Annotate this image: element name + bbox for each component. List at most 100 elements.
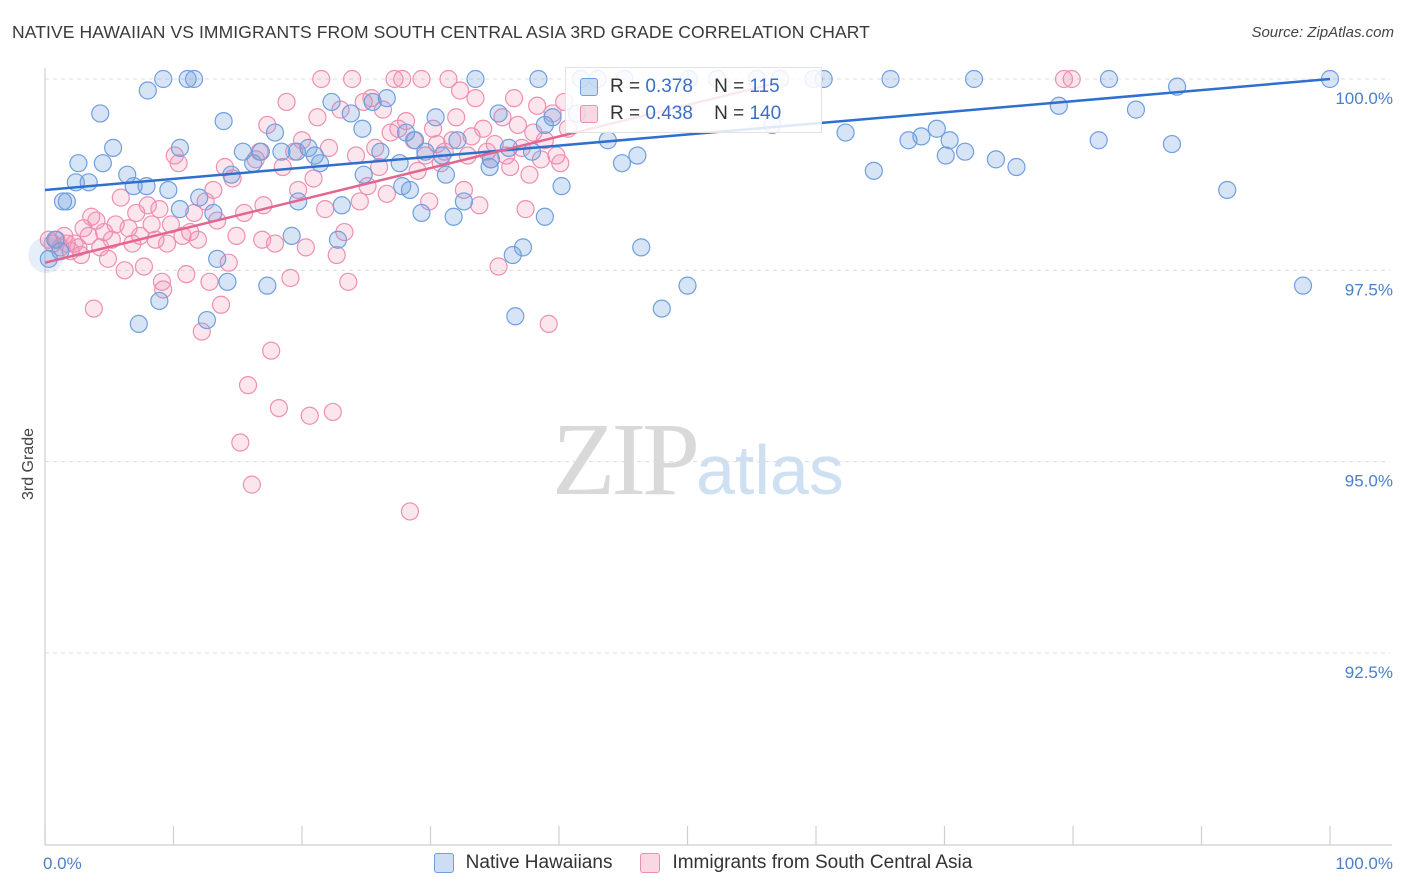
y-tick-label: 100.0% <box>1335 89 1393 108</box>
native-hawaiians-point <box>332 196 351 215</box>
immigrants-point <box>501 157 520 177</box>
native-hawaiians-point <box>322 92 341 112</box>
native-hawaiians-point <box>218 272 237 291</box>
immigrants-point <box>115 261 134 280</box>
immigrants-point <box>79 226 98 245</box>
native-hawaiians-point <box>436 165 456 184</box>
immigrants-point <box>219 253 238 272</box>
chart-title: NATIVE HAWAIIAN VS IMMIGRANTS FROM SOUTH… <box>12 22 870 42</box>
immigrants-point <box>204 180 223 200</box>
legend-label-immigrants: Immigrants from South Central Asia <box>672 852 973 873</box>
immigrants-point <box>400 502 420 521</box>
immigrants-point <box>300 406 319 425</box>
legend-row-immigrants: R = 0.438 N = 140 <box>580 101 781 127</box>
native-hawaiians-point <box>159 180 178 200</box>
immigrants-point <box>138 196 157 215</box>
legend-n-value: 140 <box>749 103 782 124</box>
native-hawaiians-point <box>1126 100 1146 119</box>
native-hawaiians-point <box>503 245 522 265</box>
immigrants-point <box>200 272 219 291</box>
immigrants-point <box>277 92 296 112</box>
immigrants-point <box>516 200 535 219</box>
native-hawaiians-point <box>881 69 900 89</box>
legend-n-label: N = <box>714 103 745 124</box>
immigrants-point <box>150 200 169 219</box>
immigrants-point <box>412 69 431 89</box>
legend-swatch-blue <box>580 78 598 96</box>
immigrants-point <box>262 341 281 360</box>
legend-swatch-pink <box>640 853 661 873</box>
native-hawaiians-point <box>170 200 190 219</box>
native-hawaiians-point <box>393 177 412 196</box>
legend-item-native-hawaiians: Native Hawaiians <box>433 852 612 874</box>
immigrants-point <box>528 96 547 115</box>
source-label: Source: ZipAtlas.com <box>1251 24 1394 41</box>
immigrants-point <box>447 108 466 127</box>
immigrants-point <box>520 165 539 184</box>
native-hawaiians-point <box>1218 180 1237 200</box>
watermark-zip: ZIP <box>552 402 700 517</box>
legend-n-value: 115 <box>749 76 780 97</box>
immigrants-point <box>177 265 196 284</box>
native-hawaiians-point <box>353 119 372 138</box>
native-hawaiians-point <box>154 69 173 89</box>
watermark: ZIPatlas <box>552 400 844 519</box>
native-hawaiians-point <box>129 314 148 334</box>
native-hawaiians-point <box>377 89 396 108</box>
immigrants-point <box>308 108 327 127</box>
immigrants-point <box>504 89 524 108</box>
immigrants-point <box>327 245 346 265</box>
legend-swatch-pink <box>580 105 598 123</box>
native-hawaiians-point <box>184 69 204 89</box>
native-hawaiians-point <box>927 119 946 138</box>
native-hawaiians-point <box>1162 134 1182 154</box>
native-hawaiians-point <box>79 173 98 192</box>
native-hawaiians-point <box>170 138 190 157</box>
native-hawaiians-point <box>265 123 285 142</box>
legend-r-label: R = <box>610 103 641 124</box>
native-hawaiians-point <box>310 154 330 173</box>
immigrants-point <box>474 119 493 138</box>
native-hawaiians-point <box>104 138 123 157</box>
immigrants-point <box>269 398 288 418</box>
native-hawaiians-point <box>233 142 252 161</box>
immigrants-point <box>377 184 396 203</box>
native-hawaiians-point <box>1293 276 1313 295</box>
immigrants-point <box>350 192 369 211</box>
legend-n-label: N = <box>714 76 745 97</box>
immigrants-point <box>192 322 211 341</box>
immigrants-point <box>343 69 362 89</box>
immigrants-point <box>385 69 404 89</box>
immigrants-point <box>281 268 300 288</box>
immigrants-point <box>443 131 462 150</box>
x-tick-label: 0.0% <box>43 854 82 873</box>
tick-labels: 92.5% 95.0% 97.5% 100.0% 0.0% 100.0% <box>43 89 1393 873</box>
native-hawaiians-point <box>864 161 883 180</box>
immigrants-point <box>169 154 188 173</box>
native-hawaiians-point <box>1089 131 1108 150</box>
immigrants-point <box>450 81 470 100</box>
native-hawaiians-point <box>632 238 651 257</box>
native-hawaiians-point <box>272 142 291 161</box>
legend-swatch-blue <box>433 853 454 873</box>
native-hawaiians-point <box>678 276 697 295</box>
native-hawaiians-point <box>371 142 390 161</box>
immigrants-point <box>273 157 292 177</box>
y-tick-label: 92.5% <box>1345 663 1393 682</box>
immigrants-point <box>1062 69 1081 89</box>
immigrants-point <box>470 196 489 215</box>
immigrants-point <box>370 157 389 177</box>
native-hawaiians-point <box>940 131 959 150</box>
native-hawaiians-point <box>912 127 931 146</box>
native-hawaiians-point <box>529 69 548 89</box>
immigrants-point <box>316 200 335 219</box>
native-hawaiians-point-large <box>28 237 65 274</box>
immigrants-point <box>339 272 358 291</box>
immigrants-point <box>466 89 485 108</box>
native-hawaiians-point <box>363 92 382 112</box>
watermark-atlas: atlas <box>696 431 844 509</box>
native-hawaiians-point <box>1049 96 1068 115</box>
immigrants-point <box>489 257 508 276</box>
native-hawaiians-point <box>282 226 301 245</box>
immigrants-point <box>242 475 261 494</box>
